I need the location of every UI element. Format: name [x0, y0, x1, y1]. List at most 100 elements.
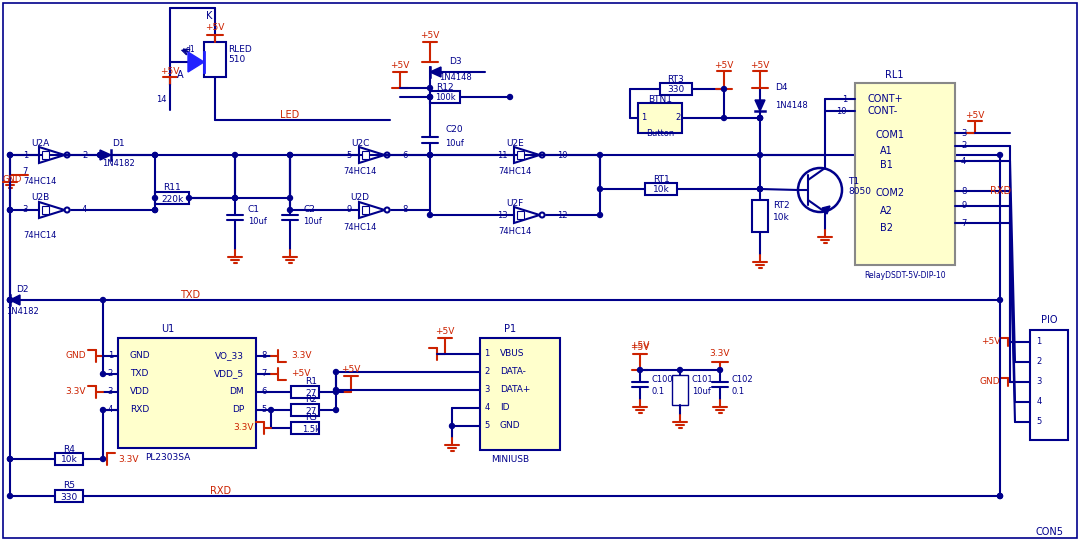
- Text: 1: 1: [484, 349, 489, 359]
- Bar: [118, 338, 256, 448]
- Text: 2: 2: [961, 142, 967, 150]
- Circle shape: [757, 115, 762, 121]
- Text: CONT-: CONT-: [867, 106, 897, 116]
- Text: VBUS: VBUS: [500, 349, 525, 359]
- Text: 1: 1: [108, 352, 113, 360]
- Circle shape: [334, 370, 338, 374]
- Bar: [517, 211, 524, 219]
- Circle shape: [8, 493, 13, 498]
- Text: 4: 4: [961, 156, 967, 166]
- Text: 7: 7: [261, 370, 267, 379]
- Circle shape: [8, 298, 13, 302]
- Circle shape: [721, 115, 727, 121]
- Circle shape: [269, 407, 273, 412]
- Text: VDD: VDD: [130, 387, 150, 397]
- Bar: [156, 192, 189, 204]
- Text: +5V: +5V: [631, 344, 650, 353]
- Circle shape: [8, 208, 13, 213]
- Bar: [1030, 330, 1068, 440]
- Text: 5: 5: [1037, 418, 1041, 426]
- Text: 510: 510: [228, 56, 245, 64]
- Text: 10uf: 10uf: [303, 217, 322, 227]
- Text: 3: 3: [23, 206, 28, 214]
- Circle shape: [717, 367, 723, 373]
- Text: 74HC14: 74HC14: [498, 168, 531, 176]
- Text: +5V: +5V: [291, 370, 310, 379]
- Text: 0.1: 0.1: [652, 387, 665, 397]
- Text: 3: 3: [1037, 378, 1042, 386]
- Circle shape: [287, 153, 293, 157]
- Circle shape: [100, 407, 106, 412]
- Text: RT3: RT3: [667, 75, 685, 83]
- Text: U2A: U2A: [31, 138, 49, 148]
- Circle shape: [8, 298, 13, 302]
- Circle shape: [287, 153, 293, 157]
- Text: GND: GND: [980, 378, 1000, 386]
- Text: 4: 4: [484, 404, 489, 412]
- Text: U2C: U2C: [351, 138, 369, 148]
- Text: 74HC14: 74HC14: [343, 223, 377, 233]
- Bar: [855, 83, 955, 265]
- Circle shape: [757, 187, 762, 192]
- Text: R4: R4: [63, 445, 75, 453]
- Bar: [517, 151, 524, 159]
- Circle shape: [637, 367, 643, 373]
- Circle shape: [334, 387, 338, 393]
- Text: C20: C20: [445, 126, 462, 135]
- Text: 2: 2: [108, 370, 113, 379]
- Text: 5: 5: [261, 406, 267, 414]
- Circle shape: [757, 153, 762, 157]
- Circle shape: [428, 85, 432, 90]
- Text: +5V: +5V: [966, 110, 985, 120]
- Text: 4: 4: [82, 206, 87, 214]
- Text: 1N4148: 1N4148: [438, 74, 471, 82]
- Text: 6: 6: [261, 387, 267, 397]
- Bar: [638, 103, 681, 133]
- Text: D3: D3: [448, 57, 461, 67]
- Text: R12: R12: [436, 82, 454, 91]
- Circle shape: [597, 187, 603, 192]
- Circle shape: [152, 153, 158, 157]
- Text: 74HC14: 74HC14: [343, 168, 377, 176]
- Text: 8: 8: [402, 206, 407, 214]
- Text: U2F: U2F: [507, 199, 524, 208]
- Text: 10k: 10k: [652, 186, 670, 195]
- Text: d1: d1: [185, 45, 194, 55]
- Polygon shape: [430, 67, 441, 77]
- Text: TXD: TXD: [130, 370, 148, 379]
- Text: 27: 27: [306, 390, 316, 399]
- Circle shape: [8, 457, 13, 461]
- Text: RelayDSDT-5V-DIP-10: RelayDSDT-5V-DIP-10: [864, 270, 946, 280]
- Text: 2: 2: [675, 114, 680, 122]
- Polygon shape: [755, 100, 765, 111]
- Bar: [204, 42, 226, 77]
- Text: 74HC14: 74HC14: [24, 177, 56, 187]
- Text: +5V: +5V: [631, 341, 650, 351]
- Text: BTN1: BTN1: [648, 95, 672, 103]
- Circle shape: [677, 367, 683, 373]
- Text: COM2: COM2: [875, 188, 904, 198]
- Text: 3: 3: [484, 386, 489, 394]
- Text: PIO: PIO: [1041, 315, 1057, 325]
- Circle shape: [998, 493, 1002, 498]
- Text: 330: 330: [667, 85, 685, 95]
- Circle shape: [449, 424, 455, 428]
- Bar: [660, 83, 692, 95]
- Text: 1: 1: [841, 95, 847, 103]
- Text: RT2: RT2: [773, 201, 789, 209]
- Text: RLED: RLED: [228, 45, 252, 55]
- Text: 8050: 8050: [848, 188, 870, 196]
- Text: 5: 5: [347, 150, 352, 160]
- Text: 1N4148: 1N4148: [775, 101, 808, 109]
- Text: 10uf: 10uf: [692, 387, 711, 397]
- Text: 100k: 100k: [434, 94, 456, 102]
- Text: 5: 5: [484, 421, 489, 431]
- Text: GND: GND: [66, 352, 86, 360]
- Text: GND: GND: [130, 352, 150, 360]
- Text: D2: D2: [16, 286, 28, 294]
- Circle shape: [428, 95, 432, 100]
- Text: 220k: 220k: [161, 195, 184, 203]
- Text: B1: B1: [880, 160, 893, 170]
- Text: 3.3V: 3.3V: [710, 349, 730, 359]
- Circle shape: [232, 195, 238, 201]
